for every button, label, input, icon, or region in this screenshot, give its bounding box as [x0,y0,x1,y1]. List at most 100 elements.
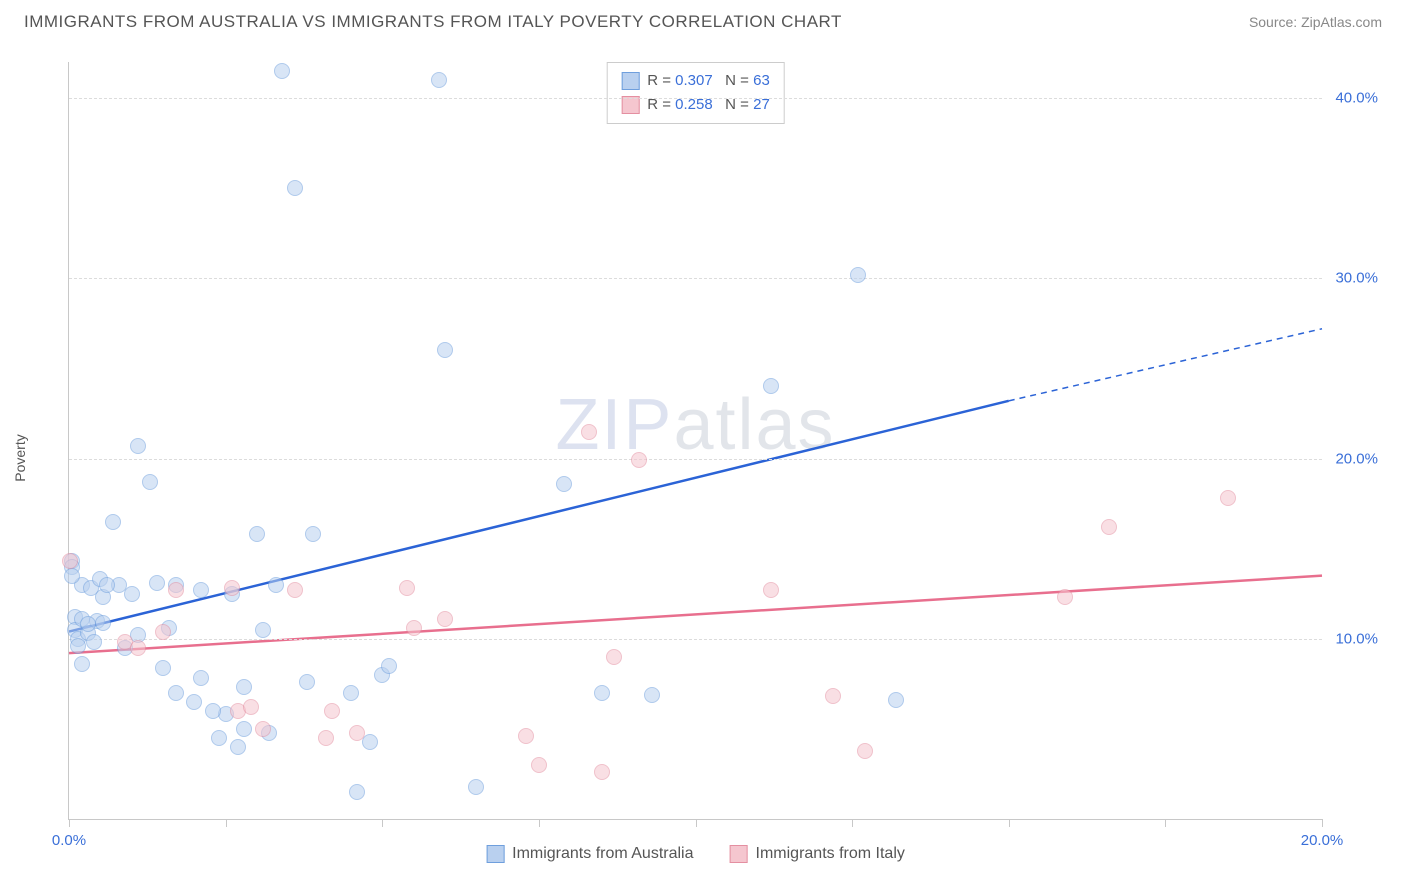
data-point [518,728,534,744]
x-tick [1165,819,1166,827]
data-point [857,743,873,759]
data-point [825,688,841,704]
legend-stat-row: R = 0.258 N = 27 [621,93,770,117]
data-point [243,699,259,715]
data-point [468,779,484,795]
data-point [287,582,303,598]
data-point [205,703,221,719]
data-point [236,721,252,737]
data-point [186,694,202,710]
legend-item: Immigrants from Italy [730,845,905,863]
data-point [249,526,265,542]
data-point [105,514,121,530]
data-point [287,180,303,196]
x-tick [69,819,70,827]
data-point [193,582,209,598]
plot-region: ZIPatlas R = 0.307 N = 63 R = 0.258 N = … [68,62,1322,820]
swatch-icon [730,845,748,863]
data-point [168,685,184,701]
data-point [255,721,271,737]
data-point [437,342,453,358]
data-point [86,634,102,650]
x-tick [1009,819,1010,827]
y-axis-label: Poverty [12,434,28,481]
gridline [69,278,1322,279]
y-tick-label: 20.0% [1335,450,1378,467]
data-point [763,378,779,394]
x-tick [852,819,853,827]
data-point [99,577,115,593]
data-point [437,611,453,627]
data-point [95,615,111,631]
data-point [594,685,610,701]
data-point [763,582,779,598]
legend-stat-row: R = 0.307 N = 63 [621,69,770,93]
data-point [236,679,252,695]
data-point [155,624,171,640]
data-point [349,784,365,800]
data-point [211,730,227,746]
data-point [431,72,447,88]
data-point [1057,589,1073,605]
data-point [606,649,622,665]
data-point [318,730,334,746]
x-tick [539,819,540,827]
data-point [1101,519,1117,535]
data-point [381,658,397,674]
data-point [142,474,158,490]
chart-title: IMMIGRANTS FROM AUSTRALIA VS IMMIGRANTS … [24,12,842,32]
swatch-icon [621,72,639,90]
legend-item: Immigrants from Australia [486,845,693,863]
gridline [69,459,1322,460]
data-point [1220,490,1236,506]
data-point [343,685,359,701]
data-point [594,764,610,780]
data-point [299,674,315,690]
watermark: ZIPatlas [555,384,835,466]
data-point [850,267,866,283]
data-point [324,703,340,719]
data-point [155,660,171,676]
data-point [888,692,904,708]
data-point [230,739,246,755]
data-point [130,640,146,656]
data-point [80,616,96,632]
data-point [581,424,597,440]
data-point [644,687,660,703]
y-tick-label: 40.0% [1335,90,1378,107]
data-point [149,575,165,591]
data-point [62,553,78,569]
x-tick [226,819,227,827]
y-tick-label: 10.0% [1335,630,1378,647]
data-point [406,620,422,636]
data-point [399,580,415,596]
data-point [531,757,547,773]
data-point [268,577,284,593]
data-point [124,586,140,602]
data-point [556,476,572,492]
x-tick [696,819,697,827]
chart-area: Poverty ZIPatlas R = 0.307 N = 63 R = 0.… [24,48,1382,868]
data-point [130,438,146,454]
legend-stats: R = 0.307 N = 63 R = 0.258 N = 27 [606,62,785,124]
data-point [74,656,90,672]
gridline [69,639,1322,640]
x-tick [382,819,383,827]
data-point [305,526,321,542]
data-point [168,582,184,598]
y-tick-label: 30.0% [1335,270,1378,287]
legend-series: Immigrants from Australia Immigrants fro… [486,845,905,863]
x-tick-label: 20.0% [1301,832,1344,849]
data-point [349,725,365,741]
swatch-icon [486,845,504,863]
x-tick [1322,819,1323,827]
data-point [193,670,209,686]
data-point [631,452,647,468]
data-point [64,568,80,584]
gridline [69,98,1322,99]
chart-source: Source: ZipAtlas.com [1249,14,1382,30]
x-tick-label: 0.0% [52,832,86,849]
data-point [255,622,271,638]
data-point [224,580,240,596]
data-point [274,63,290,79]
